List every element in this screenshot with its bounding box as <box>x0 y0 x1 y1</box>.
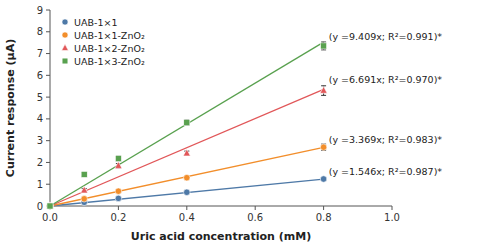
legend: UAB-1×1 UAB-1×1-ZnO₂ UAB-1×2-ZnO₂ UAB-1×3-Z… <box>62 17 145 67</box>
y-tick-label: 8 <box>37 26 43 37</box>
error-bar <box>116 156 121 161</box>
point <box>115 188 121 194</box>
legend-label: UAB-1×1 <box>74 17 117 28</box>
x-tick-label: 0.6 <box>247 212 263 223</box>
y-tick <box>46 97 50 98</box>
point <box>184 174 190 180</box>
point <box>81 171 87 177</box>
point <box>81 186 88 193</box>
y-tick-label: 5 <box>37 92 43 103</box>
y-tick <box>46 10 50 11</box>
point <box>320 86 327 93</box>
x-tick-label: 0.2 <box>110 212 126 223</box>
y-tick <box>46 184 50 185</box>
y-tick-label: 0 <box>37 201 43 212</box>
point <box>184 189 190 195</box>
x-tick-label: 0.0 <box>42 212 58 223</box>
point <box>320 144 326 150</box>
legend-label: UAB-1×2-ZnO₂ <box>74 43 145 54</box>
fit-line <box>50 89 324 206</box>
y-tick-label: 3 <box>37 135 43 146</box>
legend-marker <box>62 32 68 38</box>
fit-line <box>50 147 324 206</box>
y-tick-label: 1 <box>37 179 43 190</box>
x-tick-label: 0.8 <box>316 212 332 223</box>
fit-line <box>50 42 324 206</box>
x-tick-label: 0.4 <box>179 212 195 223</box>
y-tick <box>46 31 50 32</box>
chart: 0.0 0.2 0.4 0.6 0.8 1.0 0 1 2 3 4 5 6 7 8 9 Uric acid co… <box>0 0 500 248</box>
annotation: (y =9.409x; R²=0.991)* <box>329 31 443 42</box>
point <box>47 203 53 209</box>
x-tick-label: 1.0 <box>384 212 400 223</box>
annotation: (y =1.546x; R²=0.987)* <box>329 166 443 177</box>
y-tick <box>46 75 50 76</box>
x-tick <box>392 206 393 210</box>
x-tick <box>323 206 324 210</box>
error-bar <box>184 120 189 126</box>
y-axis-label: Current response (μA) <box>4 39 17 177</box>
x-tick <box>186 206 187 210</box>
point <box>321 43 327 49</box>
point <box>47 203 53 209</box>
x-tick <box>255 206 256 210</box>
fit-line <box>50 179 324 206</box>
point <box>46 202 53 209</box>
y-tick <box>46 118 50 119</box>
y-tick <box>46 53 50 54</box>
point <box>184 120 190 126</box>
point <box>115 155 121 161</box>
plot-area <box>46 42 327 209</box>
y-tick <box>46 162 50 163</box>
legend-marker <box>62 44 69 50</box>
error-bar <box>321 42 326 50</box>
y-tick-label: 2 <box>37 157 43 168</box>
legend-label: UAB-1×1-ZnO₂ <box>74 30 145 41</box>
point <box>320 176 326 182</box>
legend-marker <box>62 19 68 25</box>
legend-label: UAB-1×3-ZnO₂ <box>74 56 145 67</box>
error-bar <box>321 144 326 150</box>
annotation: (y =6.691x; R²=0.970)* <box>329 74 443 85</box>
x-axis <box>50 206 392 207</box>
y-tick-label: 4 <box>37 113 43 124</box>
y-tick-label: 9 <box>37 5 43 16</box>
x-axis-label: Uric acid concentration (mM) <box>131 230 311 243</box>
point <box>183 149 190 156</box>
point <box>81 196 87 202</box>
point <box>115 195 121 201</box>
annotation: (y =3.369x; R²=0.983)* <box>329 134 443 145</box>
y-tick-label: 7 <box>37 48 43 59</box>
y-axis <box>50 10 51 206</box>
point <box>47 203 53 209</box>
x-tick <box>118 206 119 210</box>
y-tick <box>46 140 50 141</box>
legend-marker <box>62 58 68 64</box>
point <box>115 162 122 169</box>
y-tick-label: 6 <box>37 70 43 81</box>
